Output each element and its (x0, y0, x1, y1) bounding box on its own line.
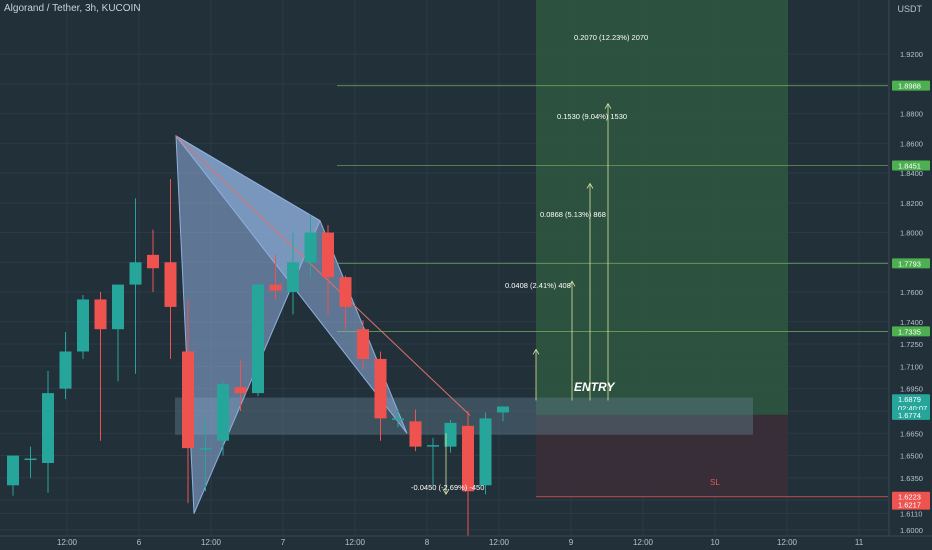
candle-body (497, 406, 509, 413)
candle-body (304, 232, 317, 263)
down-measure-arrow-head (442, 489, 450, 495)
price-tag (892, 326, 930, 337)
time-axis-background (0, 536, 932, 550)
stop-loss-label: SL (710, 478, 720, 487)
price-tag (892, 491, 930, 502)
price-tick-label: 1.6500 (900, 452, 923, 461)
price-tick-label: 1.6000 (900, 526, 923, 535)
price-tag-label: 1.6223 (898, 493, 921, 502)
price-tick-label: 1.7100 (900, 362, 923, 371)
candle-body (462, 425, 474, 492)
price-tick-label: 1.6110 (900, 510, 922, 519)
candle-body (234, 387, 247, 394)
price-tick-label: 1.7600 (900, 288, 923, 297)
price-tag-label: 1.7335 (898, 327, 921, 336)
time-tick-label: 7 (281, 538, 286, 547)
candle-body (42, 393, 54, 463)
time-tick-label: 12:00 (345, 538, 366, 547)
price-tick-label: 1.6350 (900, 474, 923, 483)
candle-body (77, 299, 89, 352)
measure-arrow-head (532, 348, 540, 355)
candle-body (444, 422, 457, 447)
price-tag (892, 499, 930, 510)
candle-body (59, 351, 72, 389)
candle-body (252, 284, 264, 394)
measure-arrow-head (586, 182, 594, 189)
price-tag-label: 1.8451 (898, 162, 921, 171)
down-measure-label: -0.0450 (-2.69%) -450 (411, 483, 484, 492)
measure-arrow-head (568, 280, 576, 287)
time-tick-label: 12:00 (489, 538, 510, 547)
price-tick-label: 1.8400 (900, 169, 923, 178)
price-tag (892, 394, 930, 405)
candle-body (164, 262, 177, 307)
time-tick-label: 9 (569, 538, 574, 547)
measure-label: 0.0408 (2.41%) 408 (505, 281, 571, 290)
candle-body (357, 329, 369, 359)
candle-body (392, 418, 404, 420)
price-tag (892, 409, 930, 420)
candle-body (479, 418, 492, 486)
time-tick-label: 6 (137, 538, 142, 547)
candle-body (7, 455, 19, 486)
entry-label: ENTRY (574, 380, 615, 394)
time-tick-label: 12:00 (633, 538, 654, 547)
candle-body (24, 458, 37, 461)
candle-body (409, 421, 422, 447)
price-tick-label: 1.6950 (900, 385, 923, 394)
time-tick-label: 10 (711, 538, 720, 547)
profit-zone (536, 0, 788, 415)
price-tick-label: 1.8000 (900, 229, 923, 238)
price-tag-label: 1.6217 (898, 501, 921, 510)
price-tag-label: 1.6879 (898, 395, 921, 404)
price-tag-label: 02:40:07 (898, 404, 927, 413)
measure-label: 0.2070 (12.23%) 2070 (574, 33, 648, 42)
candle-body (269, 284, 282, 291)
price-tag (892, 258, 930, 269)
candle-body (182, 351, 194, 449)
time-tick-label: 12:00 (57, 538, 78, 547)
loss-zone (536, 414, 788, 497)
candle-body (129, 262, 142, 285)
time-tick-label: 8 (425, 538, 430, 547)
candle-body (147, 254, 159, 269)
candle-body (199, 448, 212, 450)
candle-body (112, 284, 124, 330)
symbol-title: Algorand / Tether, 3h, KUCOIN (4, 3, 141, 14)
candle-body (94, 299, 107, 330)
price-tag-label: 1.6774 (898, 411, 921, 420)
price-tick-label: 1.9200 (900, 50, 923, 59)
measure-label: 0.0868 (5.13%) 868 (540, 210, 606, 219)
price-axis-background (889, 0, 932, 550)
time-tick-label: 11 (855, 538, 864, 547)
measure-label: 0.1530 (9.04%) 1530 (557, 112, 627, 121)
price-tag-label: 1.8988 (898, 82, 921, 91)
measure-arrow-head (604, 102, 612, 109)
candle-body (427, 445, 439, 447)
currency-label: USDT (897, 4, 923, 14)
candle-body (217, 384, 229, 441)
candle-body (374, 358, 387, 419)
price-tag (892, 80, 930, 91)
price-tick-label: 1.6650 (900, 429, 923, 438)
price-tag-label: 1.7793 (898, 259, 921, 268)
price-tick-label: 1.8200 (900, 199, 923, 208)
candle-body (322, 232, 334, 278)
price-tick-label: 1.7400 (900, 318, 923, 327)
time-tick-label: 12:00 (777, 538, 798, 547)
time-tick-label: 12:00 (201, 538, 222, 547)
candle-body (339, 277, 352, 307)
price-tick-label: 1.7250 (900, 340, 923, 349)
price-tag (892, 160, 930, 171)
price-tick-label: 1.8600 (900, 139, 923, 148)
price-tick-label: 1.8800 (900, 110, 923, 119)
candle-body (287, 262, 299, 293)
